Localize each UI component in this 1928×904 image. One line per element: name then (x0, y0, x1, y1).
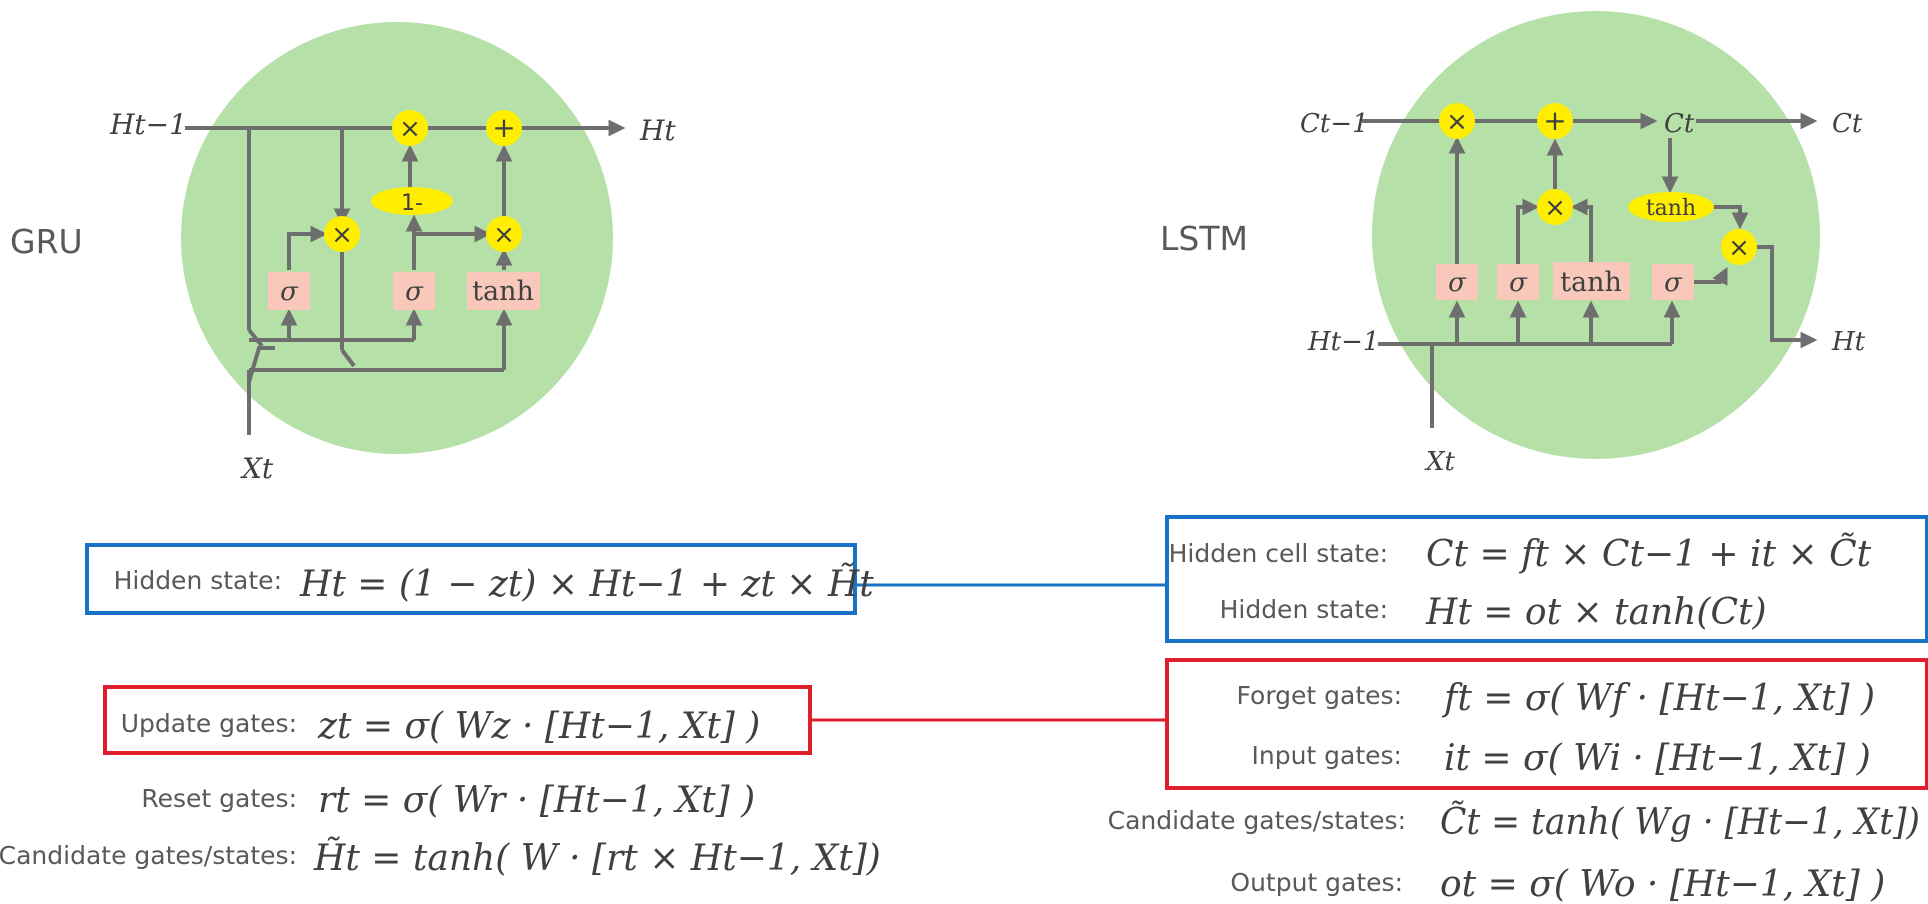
gru-hidden-state-box (85, 543, 857, 615)
lstm-add: + (1537, 103, 1573, 139)
gru-mul-reset: × (324, 216, 360, 252)
lstm-title: LSTM (1160, 219, 1248, 258)
lstm-tanh-g-to-mul (1570, 198, 1593, 264)
svg-text:×: × (399, 114, 421, 144)
gru-sigma1-to-mul (287, 225, 328, 270)
lstm-mul-forget: × (1439, 103, 1475, 139)
svg-text:×: × (493, 220, 515, 250)
gru-cell: × + 1- × × σ σ tanh (109, 22, 676, 485)
gru-gate-sigma-reset: σ (393, 272, 435, 310)
gru-update-gate-label: Update gates: (121, 709, 297, 738)
lstm-c-mid-label: Ct (1664, 109, 1695, 139)
gru-hidden-state-label: Hidden state: (114, 566, 282, 595)
gru-update-gate-eq: zt = σ( Wz · [Ht−1, Xt] ) (317, 706, 760, 747)
lstm-gate-tanh: tanh (1553, 262, 1630, 300)
lstm-c-prev-label: Ct−1 (1300, 109, 1369, 139)
gru-title: GRU (10, 222, 83, 261)
lstm-cell-state-eq: Ct = ft × Ct−1 + it × C̃t (1426, 533, 1872, 575)
svg-text:+: + (492, 111, 515, 144)
lstm-tanh-to-mul (1710, 205, 1749, 230)
gru-gate-sigma-update: σ (268, 272, 310, 310)
gru-reset-gate-label: Reset gates: (141, 784, 297, 813)
gru-candidate-eq: H̃t = tanh( W · [rt × Ht−1, Xt]) (313, 837, 881, 879)
svg-text:×: × (1446, 107, 1468, 137)
svg-text:tanh: tanh (472, 276, 534, 307)
svg-text:σ: σ (1664, 268, 1683, 298)
lstm-cell-background (1372, 11, 1820, 459)
gru-x-in-label: Xt (240, 452, 274, 485)
lstm-gate-box (1165, 658, 1928, 790)
lstm-cell-tanh: tanh (1628, 192, 1714, 222)
lstm-state-box (1165, 515, 1928, 643)
gru-h-prev-label: Ht−1 (109, 108, 187, 141)
gru-reset-kink (340, 348, 356, 368)
gru-update-gate-box (103, 685, 812, 755)
lstm-forget-gate-eq: ft = σ( Wf · [Ht−1, Xt] ) (1441, 678, 1875, 719)
svg-text:σ: σ (1509, 268, 1528, 298)
gru-add: + (486, 110, 522, 146)
gru-one-minus: 1- (371, 187, 453, 216)
lstm-candidate-label: Candidate gates/states: (1108, 806, 1406, 835)
lstm-candidate-eq: C̃t = tanh( Wg · [Ht−1, Xt]) (1440, 801, 1920, 843)
gru-h-out-label: Ht (639, 114, 676, 147)
gru-mul-top: × (392, 110, 428, 146)
gru-connections (185, 119, 626, 435)
svg-text:×: × (1544, 193, 1566, 223)
lstm-forget-gate-label: Forget gates: (1237, 681, 1402, 710)
gru-mul-candidate: × (486, 216, 522, 252)
svg-text:σ: σ (405, 277, 424, 307)
lstm-input-gate-label: Input gates: (1251, 741, 1402, 770)
lstm-c-out-label: Ct (1832, 109, 1863, 139)
lstm-mul-output: × (1721, 229, 1757, 265)
lstm-hidden-state-eq: Ht = ot × tanh(Ct) (1425, 592, 1767, 633)
svg-text:σ: σ (1448, 268, 1467, 298)
lstm-hidden-state-label: Hidden state: (1220, 595, 1388, 624)
gru-reset-gate-eq: rt = σ( Wr · [Ht−1, Xt] ) (318, 780, 755, 821)
gru-gate-tanh: tanh (467, 272, 540, 310)
lstm-h-out-label: Ht (1831, 327, 1866, 357)
svg-text:×: × (1728, 233, 1750, 263)
lstm-gate-sigma-output: σ (1652, 264, 1694, 300)
gru-candidate-label: Candidate gates/states: (0, 841, 297, 870)
svg-text:tanh: tanh (1646, 196, 1696, 221)
lstm-output-gate-label: Output gates: (1230, 868, 1403, 897)
lstm-output-gate-eq: ot = σ( Wo · [Ht−1, Xt] ) (1440, 864, 1885, 904)
svg-text:+: + (1543, 104, 1566, 137)
lstm-sigma-i-to-mul (1516, 198, 1540, 264)
gru-hidden-state-eq: Ht = (1 − zt) × Ht−1 + zt × H̃t (299, 563, 874, 605)
svg-text:tanh: tanh (1560, 267, 1622, 298)
lstm-connections (1362, 112, 1818, 428)
lstm-mul-input: × (1537, 189, 1573, 225)
svg-text:×: × (331, 220, 353, 250)
svg-text:σ: σ (280, 277, 299, 307)
lstm-cell: × + × × tanh σ σ tanh (1300, 11, 1866, 477)
lstm-input-gate-eq: it = σ( Wi · [Ht−1, Xt] ) (1444, 738, 1871, 779)
lstm-gate-sigma-input: σ (1497, 264, 1539, 300)
lstm-gate-sigma-forget: σ (1436, 264, 1478, 300)
lstm-cell-state-label: Hidden cell state: (1169, 539, 1388, 568)
svg-text:1-: 1- (401, 191, 423, 216)
lstm-x-in-label: Xt (1424, 447, 1456, 477)
lstm-h-prev-label: Ht−1 (1307, 327, 1379, 357)
gru-cell-background (181, 22, 613, 454)
lstm-sigma-o-to-mul (1694, 266, 1728, 286)
lstm-mul-to-h-out (1757, 245, 1818, 349)
